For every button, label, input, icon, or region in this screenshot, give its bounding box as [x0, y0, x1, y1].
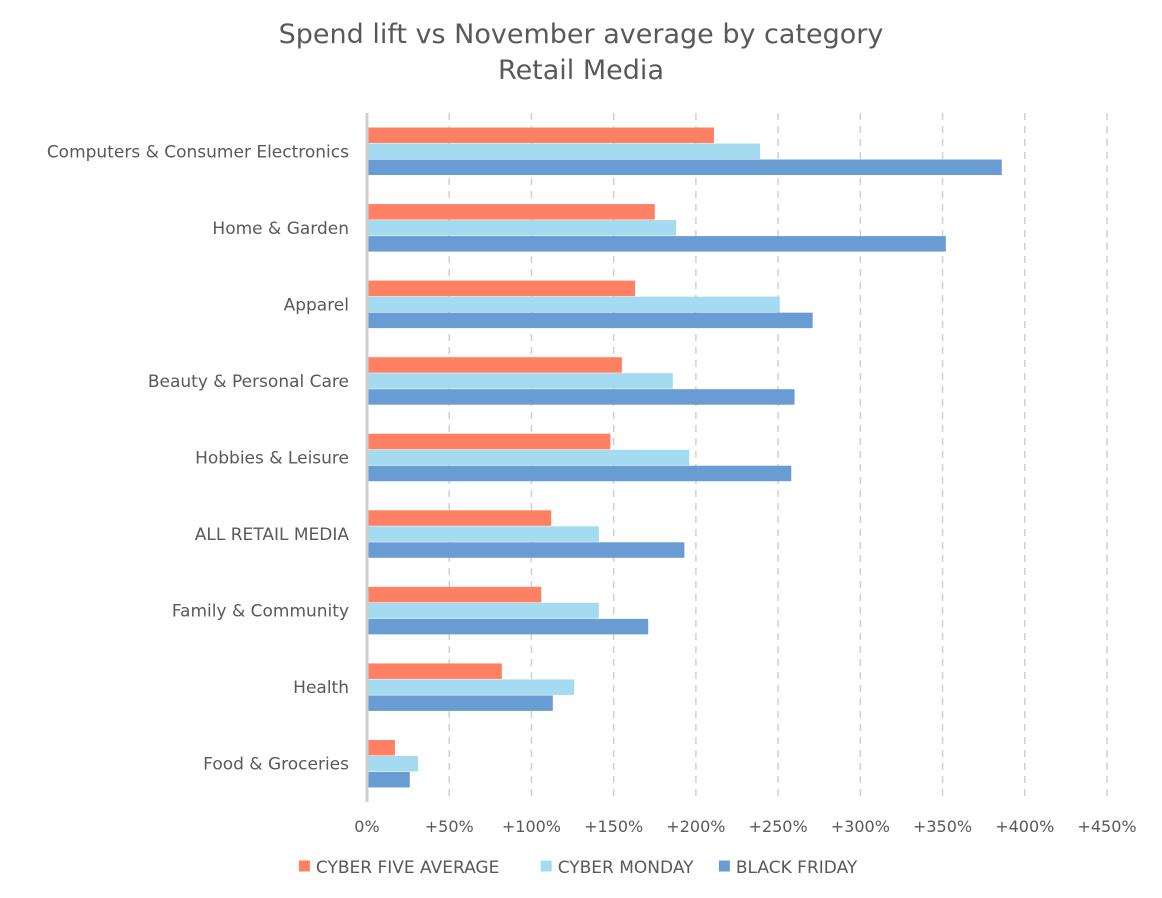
legend: CYBER FIVE AVERAGE CYBER MONDAY BLACK FRID… [298, 858, 858, 878]
category-label-family-community: Family & Community [172, 602, 349, 622]
x-tick-400: +400% [995, 817, 1054, 836]
bar-hobbies-leisure-cyber-five-average [367, 433, 611, 450]
bar-family-community-black-friday [367, 618, 649, 635]
x-tick-0: 0% [354, 817, 379, 836]
category-label-food-groceries: Food & Groceries [203, 755, 349, 775]
x-tick-200: +200% [666, 817, 725, 836]
legend-swatch-cyber-monday [540, 860, 552, 872]
x-tick-150: +150% [584, 817, 643, 836]
bar-apparel-black-friday [367, 312, 813, 329]
x-tick-250: +250% [749, 817, 808, 836]
bar-beauty-personal-care-cyber-five-average [367, 357, 622, 373]
x-tick-450: +450% [1077, 817, 1136, 836]
bar-apparel-cyber-five-average [367, 280, 636, 297]
category-label-health: Health [293, 678, 349, 698]
legend-swatch-black-friday [718, 860, 730, 872]
legend-label-cyber-monday: CYBER MONDAY [558, 858, 694, 878]
x-tick-300: +300% [831, 817, 890, 836]
legend-swatch-cyber-five-average [298, 860, 310, 872]
bar-all-retail-media-black-friday [367, 542, 685, 558]
bar-beauty-personal-care-black-friday [367, 389, 795, 405]
bar-computers-consumer-electronics-black-friday [367, 159, 1002, 176]
bar-beauty-personal-care-cyber-monday [367, 373, 673, 389]
bar-family-community-cyber-monday [367, 602, 599, 619]
bar-home-garden-cyber-monday [367, 220, 677, 236]
x-tick-50: +50% [425, 817, 474, 836]
x-tick-labels: 0% +50% +100% +150% +200% +250% +300% +350% +400… [354, 817, 1136, 836]
bars [367, 127, 1002, 788]
category-label-all-retail-media: ALL RETAIL MEDIA [195, 525, 350, 545]
category-label-home-garden: Home & Garden [212, 219, 349, 239]
bar-food-groceries-cyber-monday [367, 755, 418, 772]
x-tick-100: +100% [502, 817, 561, 836]
x-tick-350: +350% [913, 817, 972, 836]
legend-label-black-friday: BLACK FRIDAY [736, 858, 858, 878]
bar-home-garden-black-friday [367, 236, 946, 252]
bar-computers-consumer-electronics-cyber-monday [367, 143, 761, 160]
category-labels: Computers & Consumer Electronics Home & G… [47, 142, 350, 774]
legend-label-cyber-five-average: CYBER FIVE AVERAGE [316, 858, 499, 878]
category-label-hobbies-leisure: Hobbies & Leisure [195, 449, 349, 469]
bar-hobbies-leisure-black-friday [367, 465, 792, 482]
category-label-apparel: Apparel [284, 295, 349, 315]
category-label-computers-consumer-electronics: Computers & Consumer Electronics [47, 142, 349, 162]
bar-all-retail-media-cyber-five-average [367, 510, 552, 526]
bar-all-retail-media-cyber-monday [367, 526, 599, 542]
bar-health-black-friday [367, 695, 553, 711]
bar-health-cyber-monday [367, 679, 575, 695]
chart-subtitle: Retail Media [498, 55, 664, 86]
bar-food-groceries-black-friday [367, 771, 410, 788]
bar-family-community-cyber-five-average [367, 586, 542, 603]
bar-hobbies-leisure-cyber-monday [367, 449, 690, 466]
category-label-beauty-personal-care: Beauty & Personal Care [148, 372, 349, 392]
bar-apparel-cyber-monday [367, 296, 780, 313]
bar-computers-consumer-electronics-cyber-five-average [367, 127, 714, 144]
chart-title: Spend lift vs November average by catego… [279, 19, 884, 50]
bar-food-groceries-cyber-five-average [367, 739, 395, 756]
bar-home-garden-cyber-five-average [367, 204, 655, 220]
bar-health-cyber-five-average [367, 663, 502, 679]
